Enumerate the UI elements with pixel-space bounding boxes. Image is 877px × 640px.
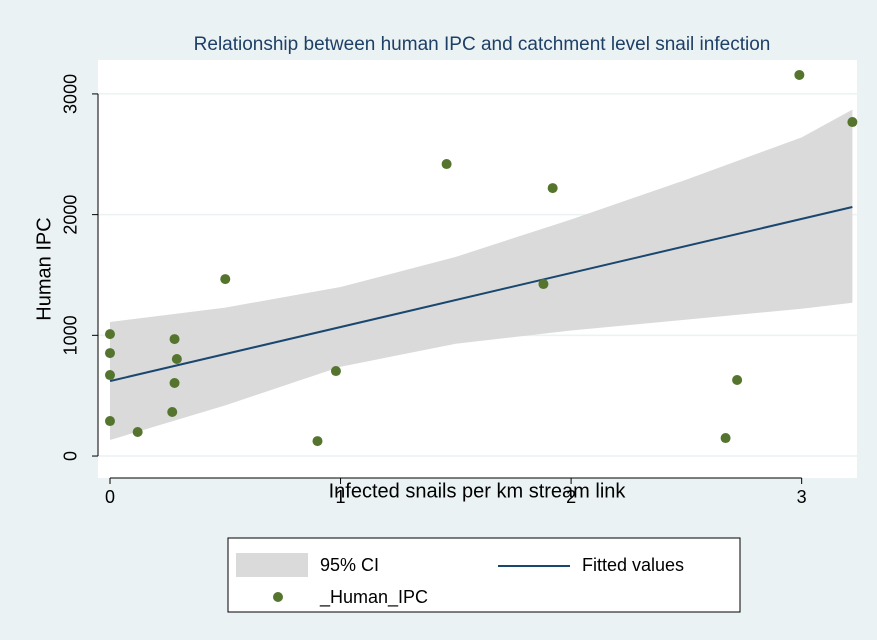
data-point	[441, 159, 452, 170]
data-point	[538, 279, 549, 290]
fitted-line	[109, 206, 853, 383]
legend-label: _Human_IPC	[319, 587, 428, 608]
data-point	[169, 378, 180, 389]
y-tick-label: 0	[61, 451, 81, 461]
chart-title: Relationship between human IPC and catch…	[194, 34, 771, 55]
legend-label: Fitted values	[582, 555, 684, 575]
data-point	[167, 406, 178, 417]
data-point	[847, 117, 858, 128]
data-point	[169, 334, 180, 345]
data-point	[104, 416, 115, 427]
legend-swatch	[273, 592, 283, 602]
data-point	[312, 436, 323, 447]
data-point	[330, 366, 341, 377]
legend-swatch	[236, 553, 308, 577]
data-point	[171, 353, 182, 364]
legend-label: 95% CI	[320, 555, 379, 575]
data-point	[104, 370, 115, 381]
x-tick-label: 2	[566, 487, 576, 507]
x-tick-label: 3	[797, 487, 807, 507]
data-point	[547, 183, 558, 194]
x-axis-label: Infected snails per km stream link	[329, 480, 627, 502]
legend-box	[227, 537, 741, 613]
data-point	[132, 427, 143, 438]
data-point	[220, 274, 231, 285]
x-tick-label: 1	[336, 487, 346, 507]
y-tick-label: 2000	[61, 195, 81, 235]
data-point	[720, 433, 731, 444]
data-point	[732, 374, 743, 385]
y-axis-label: Human IPC	[33, 217, 55, 320]
data-point	[104, 348, 115, 359]
data-point	[104, 329, 115, 340]
y-tick-label: 3000	[61, 74, 81, 114]
data-point	[794, 69, 805, 80]
ci-band	[109, 109, 853, 440]
y-tick-label: 1000	[61, 315, 81, 355]
x-tick-label: 0	[105, 487, 115, 507]
